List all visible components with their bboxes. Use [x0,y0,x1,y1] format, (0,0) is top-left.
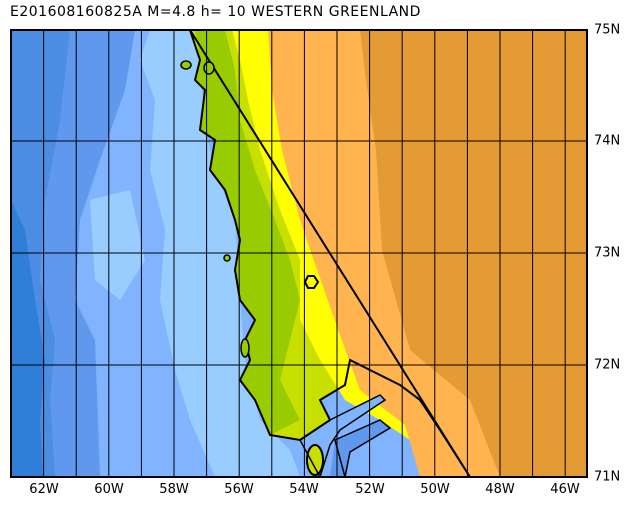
x-tick-label: 48W [485,482,515,497]
x-tick-label: 58W [159,482,189,497]
y-tick-label: 74N [594,133,621,149]
island [223,254,231,262]
y-tick-label: 72N [594,357,621,373]
fjord [350,440,405,477]
fjord-outline [299,394,387,477]
map-title: E201608160825A M=4.8 h= 10 WESTERN GREEN… [10,4,421,20]
x-tick-label: 56W [224,482,254,497]
island [306,444,324,476]
ocean-shelf-patch [90,190,145,300]
island [203,61,215,75]
x-tick-label: 52W [355,482,385,497]
lake-outline [303,275,320,289]
ocean-deepest [11,200,45,477]
land-coastline [189,30,471,477]
x-tick-label: 62W [29,482,59,497]
island [240,338,250,358]
fjord [330,420,390,477]
map-frame [10,29,588,478]
y-tick-label: 71N [594,469,621,485]
y-tick-label: 75N [594,22,621,38]
x-tick-label: 60W [94,482,124,497]
x-tick-label: 54W [289,482,319,497]
island [180,60,192,70]
x-tick-label: 50W [420,482,450,497]
y-tick-label: 73N [594,245,621,261]
x-tick-label: 46W [550,482,580,497]
graticule [11,30,587,477]
lowland-green [195,30,300,435]
